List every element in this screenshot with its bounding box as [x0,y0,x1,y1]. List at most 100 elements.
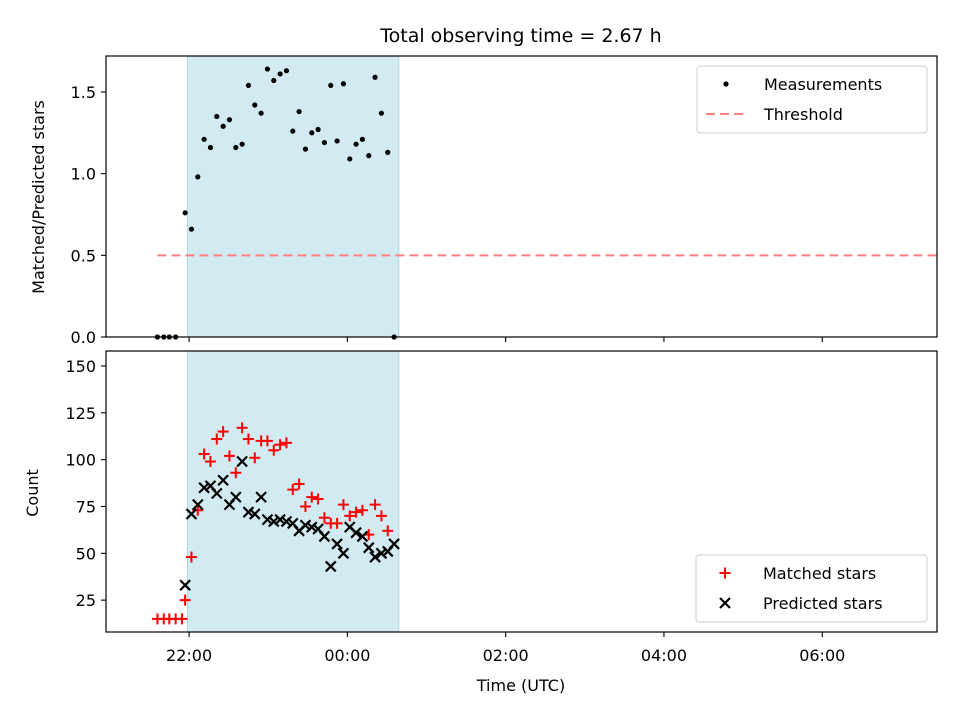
bottom-matched-stars-point [236,422,248,434]
bottom-ytick-label: 125 [65,404,96,423]
bottom-matched-stars-point [274,439,286,451]
top-measurements-point [359,136,366,142]
bottom-matched-stars-point [369,499,381,511]
top-ytick-label: 1.0 [71,165,96,184]
bottom-predicted-stars-point [249,508,261,520]
bottom-xtick-label: 00:00 [324,646,370,665]
bottom-matched-stars-point [293,478,305,490]
top-measurements-point [315,126,321,133]
bottom-matched-stars-point [382,525,394,537]
bottom-predicted-stars-point [179,579,191,591]
bottom-xtick-label: 22:00 [166,646,212,665]
top-measurements-point [302,146,309,152]
bottom-matched-stars-point [211,433,223,445]
bottom-predicted-stars-point [185,508,198,520]
top-measurements-point [378,110,385,116]
bottom-predicted-stars-point [362,541,375,554]
bottom-matched-stars-point [198,448,210,460]
bottom-matched-stars-point [318,512,330,524]
top-measurements-point [201,136,207,142]
bottom-predicted-stars-point [388,538,400,550]
top-measurements-point [385,149,391,155]
bottom-predicted-stars-point [236,455,248,468]
bottom-xtick-label: 04:00 [641,646,687,665]
top-measurements-point [366,153,372,159]
top-measurements-point [239,141,245,147]
top-legend-marker [723,81,729,87]
top-panel: 0.0 0.5 1.0 1.5 Measurements Threshold [71,55,938,347]
top-measurements-point [195,174,201,180]
bottom-matched-stars-point [375,510,387,522]
bottom-matched-stars-point [185,551,197,563]
bottom-xtick-label: 02:00 [483,646,529,665]
bottom-predicted-stars-point [217,474,229,487]
bottom-predicted-stars-point [331,538,343,550]
top-measurements-point [290,128,296,134]
top-legend-label: Threshold [763,105,843,124]
bottom-matched-stars-point [223,450,235,462]
top-measurements-point [334,138,340,144]
top-ytick-label: 0.5 [71,246,96,265]
top-measurements-point [245,82,252,89]
bottom-matched-stars-point [287,484,299,496]
top-observing-window [187,56,399,337]
bottom-matched-stars-point [179,594,191,606]
bottom-matched-stars-point [268,444,280,456]
bottom-matched-stars-point [299,500,311,512]
bottom-ylabel: Count [23,469,42,517]
top-measurements-point [226,117,233,123]
top-legend-label: Measurements [764,75,882,94]
bottom-legend: Matched stars Predicted stars [695,554,928,623]
bottom-matched-stars-point [356,504,368,516]
bottom-ytick-label: 25 [76,591,96,610]
bottom-axes-frame [105,350,938,633]
bottom-legend-box [695,554,928,623]
bottom-predicted-stars-point [211,487,223,500]
bottom-predicted-stars-point [192,498,204,511]
top-measurements-point [347,156,353,162]
bottom-matched-stars-point [261,435,273,447]
top-legend: Measurements Threshold [696,65,928,134]
top-ytick-label: 0.0 [71,328,96,347]
top-legend-box [696,65,928,134]
bottom-ytick-label: 100 [65,451,96,470]
bottom-matched-stars-point [217,426,229,438]
bottom-legend-label: Predicted stars [763,594,883,613]
bottom-predicted-stars-point [350,526,362,539]
top-measurements-point [220,123,226,129]
top-measurements-point [258,110,264,116]
bottom-legend-marker [719,567,731,579]
bottom-predicted-stars-point [230,491,242,503]
top-measurements-point [207,144,214,151]
bottom-matched-stars-point [344,510,356,522]
top-measurements-point [353,141,359,147]
top-axes-frame [105,55,938,338]
bottom-matched-stars-point [350,506,362,518]
bottom-legend-marker [719,597,731,609]
bottom-predicted-stars-point [369,551,381,563]
top-measurements-point [182,210,188,216]
bottom-panel: 25 50 75 100 125 150 22:00 00:00 02:00 04:00 06:00… [65,350,938,665]
bottom-legend-label: Matched stars [763,564,876,583]
x-axis-label: Time (UTC) [476,676,565,695]
top-measurements-point [296,108,302,115]
top-measurements-point [277,71,283,77]
bottom-matched-stars-point [337,499,349,511]
bottom-predicted-stars-point [318,530,331,543]
bottom-predicted-stars-point [324,560,337,573]
bottom-xtick-label: 06:00 [799,646,845,665]
bottom-ytick-label: 50 [76,544,96,563]
bottom-matched-stars-point [306,491,318,503]
top-measurements-point [264,66,271,72]
bottom-predicted-stars-point [337,547,350,560]
top-measurements-point [321,139,328,146]
bottom-predicted-stars-point [356,530,369,543]
figure-title: Total observing time = 2.67 h [379,25,661,47]
top-ylabel: Matched/Predicted stars [29,100,48,294]
bottom-matched-stars-point [331,517,343,529]
top-measurements-point [328,82,334,89]
top-measurements-point [372,74,378,80]
top-measurements-point [214,113,220,120]
top-measurements-point [340,81,347,87]
bottom-matched-stars-point [242,433,254,445]
